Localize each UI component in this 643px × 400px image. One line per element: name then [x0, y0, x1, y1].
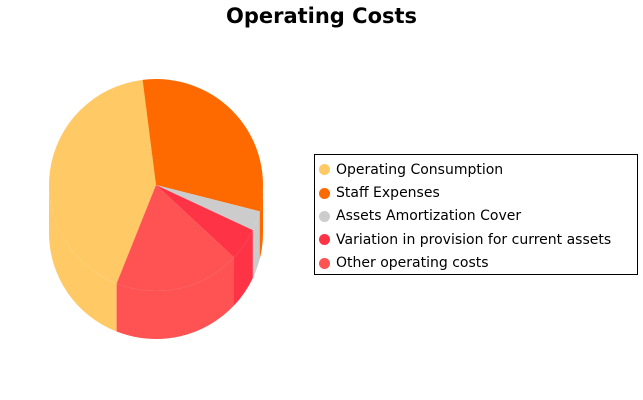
- legend-swatch: [319, 234, 330, 246]
- pie-slice-3: [156, 185, 253, 258]
- legend-label: Operating Consumption: [336, 161, 504, 178]
- legend-label: Other operating costs: [336, 255, 489, 272]
- pie-side-4: [116, 257, 234, 339]
- legend-label: Staff Expenses: [336, 185, 440, 202]
- legend-label: Assets Amortization Cover: [336, 208, 522, 225]
- legend-label: Variation in provision for current asset…: [336, 231, 612, 248]
- pie-slice-1: [142, 79, 263, 212]
- pie-side-3: [233, 230, 253, 306]
- pie-side-1: [259, 185, 263, 260]
- pie-side-0: [49, 185, 117, 332]
- legend-item: Operating Consumption: [319, 158, 637, 181]
- pie-slice-2: [156, 185, 260, 231]
- legend-item: Staff Expenses: [319, 181, 637, 204]
- pie-slice-0: [48, 79, 157, 284]
- pie-slice-4: [116, 185, 234, 291]
- legend-item: Other operating costs: [319, 252, 637, 275]
- legend-item: Assets Amortization Cover: [319, 205, 637, 228]
- legend: Operating Consumption Staff Expenses Asset…: [314, 154, 638, 275]
- legend-swatch: [319, 210, 330, 222]
- legend-swatch: [319, 257, 330, 269]
- legend-swatch: [319, 187, 330, 199]
- legend-item: Variation in provision for current asset…: [319, 228, 637, 251]
- chart-title: Operating Costs: [225, 4, 418, 28]
- legend-swatch: [319, 164, 330, 176]
- pie-side-2: [252, 211, 260, 279]
